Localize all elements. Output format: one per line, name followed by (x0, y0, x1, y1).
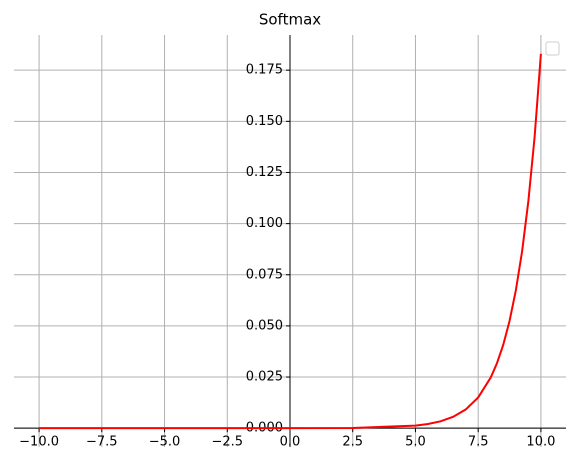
legend-box (545, 41, 560, 56)
chart-title: Softmax (259, 11, 321, 29)
y-tick-label: 0.175 (246, 63, 283, 78)
y-tick-label: 0.150 (246, 114, 283, 129)
x-tick-label: −7.5 (86, 435, 118, 450)
y-tick-label: 0.050 (246, 318, 283, 333)
x-tick-label: −5.0 (149, 435, 181, 450)
x-tick-label: 7.5 (468, 435, 489, 450)
y-tick-label: 0.100 (246, 216, 283, 231)
x-tick-label: −10.0 (19, 435, 59, 450)
x-tick-label: 5.0 (405, 435, 426, 450)
y-tick-label: 0.075 (246, 267, 283, 282)
x-tick-label: 10.0 (526, 435, 555, 450)
y-tick-label: 0.025 (246, 370, 283, 385)
line-series (39, 53, 542, 430)
x-tick-label: −2.5 (211, 435, 243, 450)
y-tick-label: 0.125 (246, 165, 283, 180)
x-tick-label: 2.5 (342, 435, 363, 450)
